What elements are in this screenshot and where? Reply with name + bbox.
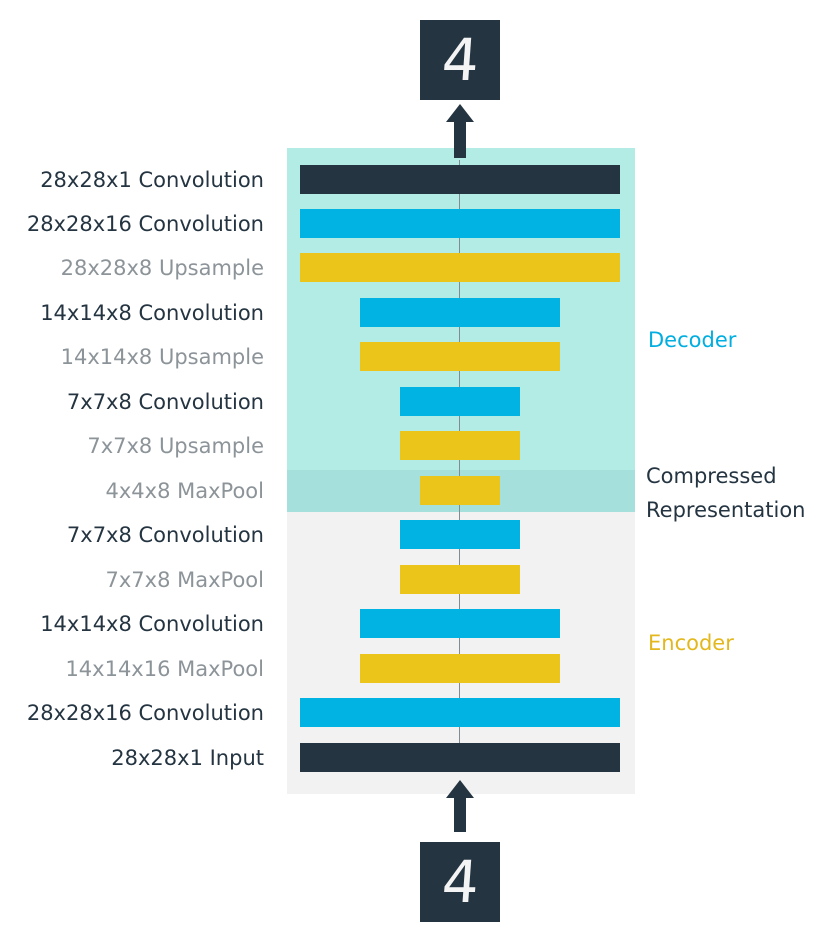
layer-label: 7x7x8 MaxPool — [105, 568, 264, 592]
layer-label: 7x7x8 Convolution — [66, 390, 264, 414]
layer-bar — [400, 520, 520, 549]
layer-label: 14x14x8 Upsample — [60, 345, 264, 369]
input-digit: 4 — [439, 848, 481, 916]
layer-bar — [400, 431, 520, 460]
layer-label: 28x28x16 Convolution — [26, 212, 264, 236]
layer-bar — [400, 565, 520, 594]
input-arrow-icon — [446, 780, 474, 832]
layer-bar — [360, 298, 560, 327]
encoder-label: Encoder — [648, 631, 734, 655]
layer-label: 14x14x8 Convolution — [40, 612, 264, 636]
layer-bar — [420, 476, 500, 505]
input-image: 4 — [420, 842, 500, 922]
layer-label: 28x28x1 Input — [111, 746, 264, 770]
layer-bar — [360, 609, 560, 638]
layer-label: 7x7x8 Upsample — [87, 434, 264, 458]
layer-bar — [360, 342, 560, 371]
layer-bar — [400, 387, 520, 416]
layer-label: 28x28x8 Upsample — [60, 256, 264, 280]
layer-label: 7x7x8 Convolution — [66, 523, 264, 547]
layer-bar — [300, 743, 620, 772]
layer-label: 14x14x8 Convolution — [40, 301, 264, 325]
layer-label: 28x28x16 Convolution — [26, 701, 264, 725]
layer-bar — [300, 253, 620, 282]
output-arrow-icon — [446, 104, 474, 158]
layer-bar — [300, 209, 620, 238]
layer-bar — [360, 654, 560, 683]
layer-label: 4x4x8 MaxPool — [105, 479, 264, 503]
compressed-label-line1: Compressed — [646, 464, 777, 488]
output-image: 4 — [420, 20, 500, 100]
output-digit: 4 — [439, 26, 481, 94]
layer-bar — [300, 698, 620, 727]
compressed-label-line2: Representation — [646, 498, 806, 522]
decoder-label: Decoder — [648, 328, 737, 352]
layer-label: 14x14x16 MaxPool — [65, 657, 264, 681]
layer-label: 28x28x1 Convolution — [40, 168, 264, 192]
layer-bar — [300, 165, 620, 194]
compressed-representation-label: Compressed Representation — [646, 463, 806, 523]
